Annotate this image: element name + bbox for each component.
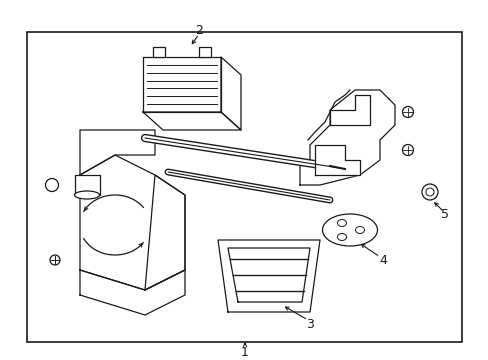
Text: 5: 5 — [440, 208, 448, 221]
Ellipse shape — [402, 144, 413, 156]
Ellipse shape — [322, 214, 377, 246]
Polygon shape — [145, 175, 184, 290]
Text: 2: 2 — [195, 23, 203, 36]
Polygon shape — [75, 175, 100, 195]
Ellipse shape — [421, 184, 437, 200]
Ellipse shape — [50, 255, 60, 265]
Ellipse shape — [45, 179, 59, 192]
Ellipse shape — [337, 234, 346, 240]
Polygon shape — [218, 240, 319, 312]
Polygon shape — [142, 57, 221, 112]
Polygon shape — [221, 57, 241, 130]
Text: 1: 1 — [241, 346, 248, 359]
Polygon shape — [80, 155, 184, 290]
Text: 3: 3 — [305, 319, 313, 332]
Polygon shape — [299, 90, 394, 185]
Text: 4: 4 — [378, 253, 386, 266]
Bar — [153, 47, 164, 57]
Polygon shape — [227, 248, 309, 302]
Polygon shape — [80, 130, 155, 175]
Polygon shape — [142, 112, 241, 130]
Ellipse shape — [425, 188, 433, 196]
Bar — [27, 32, 461, 342]
Ellipse shape — [355, 226, 364, 234]
Ellipse shape — [402, 107, 413, 117]
Polygon shape — [80, 270, 184, 315]
Ellipse shape — [337, 220, 346, 226]
Ellipse shape — [74, 191, 99, 199]
Bar — [199, 47, 210, 57]
Polygon shape — [329, 95, 369, 125]
Polygon shape — [314, 145, 359, 175]
